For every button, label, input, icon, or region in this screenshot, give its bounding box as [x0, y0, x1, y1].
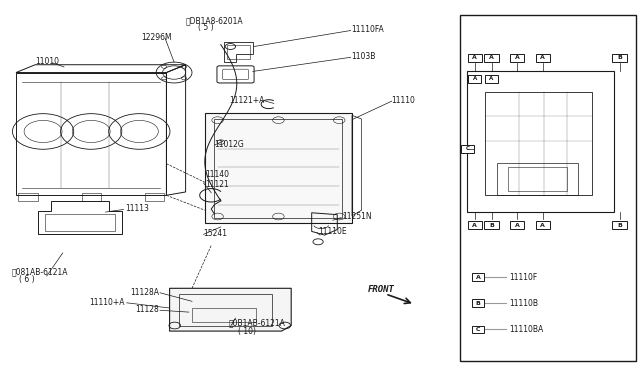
Text: 11128A: 11128A — [130, 288, 159, 296]
FancyBboxPatch shape — [510, 221, 524, 229]
FancyBboxPatch shape — [460, 15, 636, 361]
Text: 11110BA: 11110BA — [509, 325, 544, 334]
Text: 11012G: 11012G — [214, 140, 244, 149]
FancyBboxPatch shape — [536, 221, 550, 229]
FancyBboxPatch shape — [461, 145, 474, 153]
Text: A: A — [472, 55, 477, 60]
Text: 11121: 11121 — [205, 180, 228, 189]
FancyBboxPatch shape — [484, 54, 499, 62]
FancyBboxPatch shape — [472, 299, 484, 307]
Text: A: A — [515, 222, 520, 228]
Text: 11110FA: 11110FA — [351, 25, 383, 34]
Text: 11110: 11110 — [392, 96, 415, 105]
Text: 11251N: 11251N — [342, 212, 372, 221]
Text: 12296M: 12296M — [141, 33, 172, 42]
Text: B: B — [617, 55, 622, 60]
Text: 11140: 11140 — [205, 170, 229, 179]
Text: A: A — [540, 55, 545, 60]
FancyBboxPatch shape — [484, 221, 499, 229]
Text: ( 6 ): ( 6 ) — [19, 275, 35, 284]
Text: A: A — [473, 76, 477, 81]
Text: A: A — [472, 222, 477, 228]
Text: 11010: 11010 — [35, 57, 60, 66]
Text: A: A — [515, 55, 520, 60]
Text: ( 5 ): ( 5 ) — [198, 23, 214, 32]
Text: 15241: 15241 — [204, 229, 228, 238]
Text: 11110B: 11110B — [509, 299, 538, 308]
Text: A: A — [489, 55, 494, 60]
Text: A: A — [476, 275, 481, 280]
Text: 11121+A: 11121+A — [229, 96, 264, 105]
Text: B: B — [476, 301, 481, 306]
Text: 11110E: 11110E — [318, 227, 347, 236]
Text: C: C — [476, 327, 481, 332]
FancyBboxPatch shape — [612, 221, 627, 229]
Text: Ⓑ081AB-6121A: Ⓑ081AB-6121A — [12, 267, 68, 276]
Text: ⒷDB1A8-6201A: ⒷDB1A8-6201A — [186, 16, 243, 25]
Text: C: C — [466, 146, 470, 151]
Text: 11110F: 11110F — [509, 273, 538, 282]
Text: A: A — [490, 76, 493, 81]
Polygon shape — [170, 288, 291, 331]
FancyBboxPatch shape — [468, 75, 481, 83]
Text: A: A — [540, 222, 545, 228]
Text: 11110+A: 11110+A — [90, 298, 125, 307]
FancyBboxPatch shape — [468, 221, 482, 229]
FancyBboxPatch shape — [468, 54, 482, 62]
FancyBboxPatch shape — [472, 326, 484, 333]
Text: 1103B: 1103B — [351, 52, 375, 61]
FancyBboxPatch shape — [485, 75, 498, 83]
Text: R110005T: R110005T — [579, 354, 616, 363]
FancyBboxPatch shape — [536, 54, 550, 62]
Text: Ⓑ0B1AB-6121A: Ⓑ0B1AB-6121A — [229, 318, 286, 327]
Text: 11113: 11113 — [125, 204, 148, 213]
Text: B: B — [489, 222, 494, 228]
FancyBboxPatch shape — [472, 273, 484, 281]
Text: B: B — [617, 222, 622, 228]
Text: 11128: 11128 — [135, 305, 159, 314]
FancyBboxPatch shape — [612, 54, 627, 62]
FancyBboxPatch shape — [510, 54, 524, 62]
Polygon shape — [205, 113, 352, 223]
Text: FRONT: FRONT — [368, 285, 395, 294]
Text: ( 10): ( 10) — [238, 327, 256, 336]
